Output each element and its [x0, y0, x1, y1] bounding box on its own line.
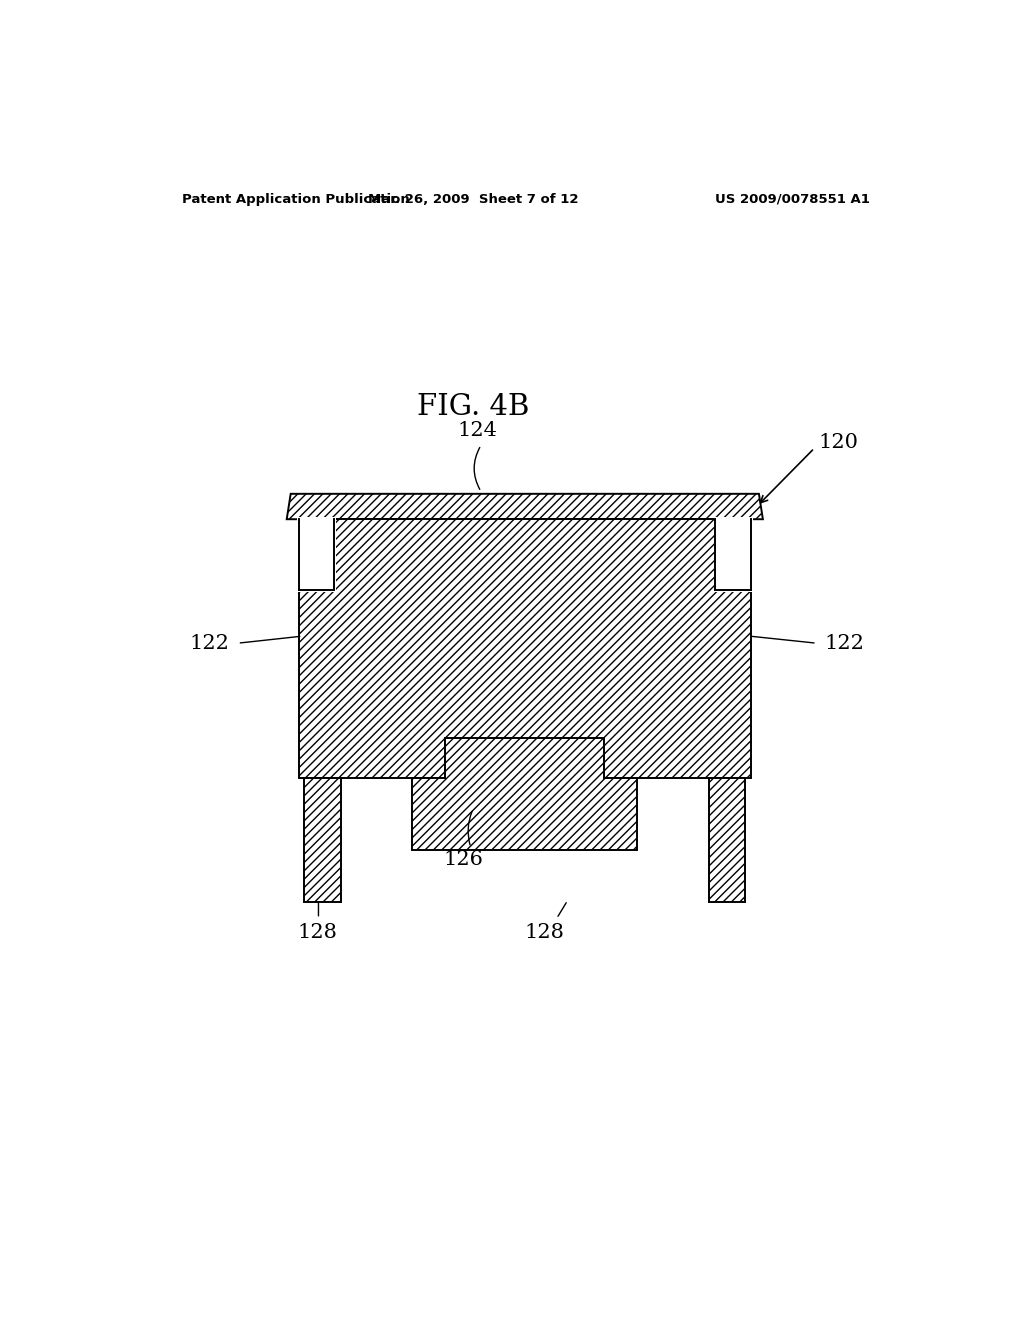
Text: 124: 124: [458, 421, 497, 440]
Polygon shape: [304, 779, 341, 903]
Text: 126: 126: [443, 850, 483, 869]
Polygon shape: [299, 519, 751, 779]
Polygon shape: [709, 779, 745, 903]
Text: 128: 128: [297, 923, 337, 941]
Polygon shape: [412, 738, 638, 850]
Polygon shape: [287, 494, 763, 519]
Polygon shape: [297, 517, 336, 593]
Polygon shape: [714, 517, 753, 593]
Text: 128: 128: [524, 923, 564, 941]
Polygon shape: [299, 519, 334, 590]
Polygon shape: [715, 519, 751, 590]
Text: FIG. 4B: FIG. 4B: [417, 393, 529, 421]
Text: 122: 122: [824, 634, 864, 652]
Text: 122: 122: [189, 634, 229, 652]
Text: US 2009/0078551 A1: US 2009/0078551 A1: [715, 193, 870, 206]
Text: Mar. 26, 2009  Sheet 7 of 12: Mar. 26, 2009 Sheet 7 of 12: [368, 193, 579, 206]
Text: Patent Application Publication: Patent Application Publication: [182, 193, 410, 206]
Text: 120: 120: [818, 433, 858, 453]
